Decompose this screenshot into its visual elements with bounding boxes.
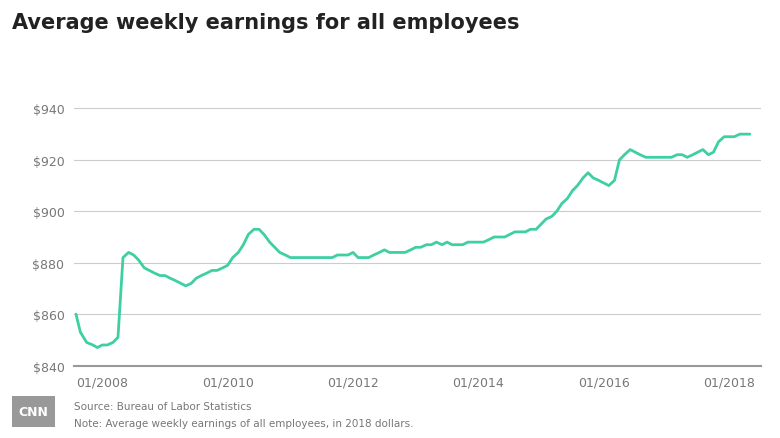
Text: Note: Average weekly earnings of all employees, in 2018 dollars.: Note: Average weekly earnings of all emp… (74, 418, 413, 428)
Text: CNN: CNN (18, 405, 48, 418)
Text: Source: Bureau of Labor Statistics: Source: Bureau of Labor Statistics (74, 401, 252, 411)
Text: Average weekly earnings for all employees: Average weekly earnings for all employee… (12, 13, 519, 33)
